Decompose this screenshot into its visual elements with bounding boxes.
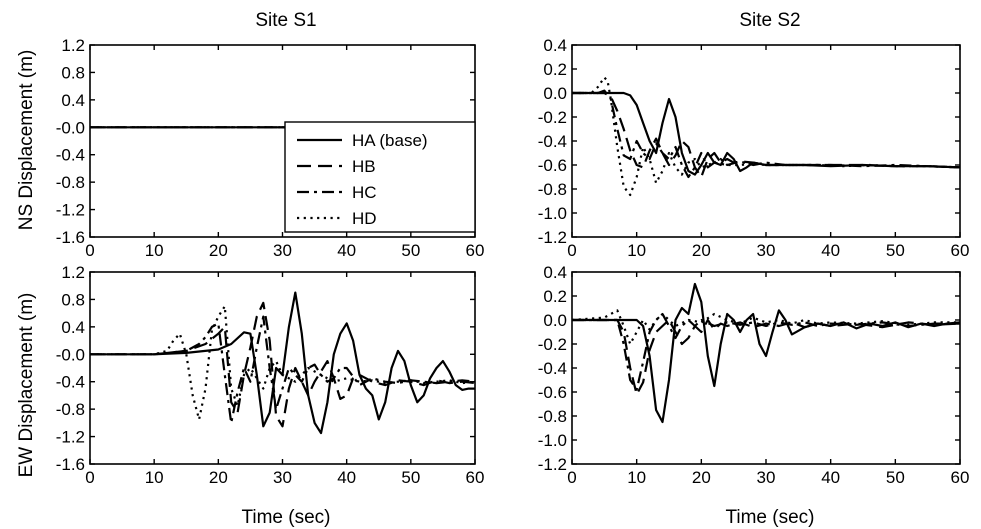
legend: HA (base) HB HC HD	[284, 121, 476, 233]
x-tick-label: 0	[567, 241, 576, 260]
y-tick-label: -1.6	[56, 228, 85, 247]
x-tick-label: 50	[401, 468, 420, 487]
x-tick-label: 20	[209, 241, 228, 260]
panel-s2-ew: 0 10 20 30 40 50 60 0.4 0.2 0.0 -0.2 -0.4 -0.6 -0.8 -1…	[538, 263, 970, 487]
y-tick-label: -1.2	[538, 228, 567, 247]
y-tick-label: -1.0	[538, 431, 567, 450]
y-tick-label: -0.8	[56, 400, 85, 419]
column-title-s2: Site S2	[739, 10, 800, 31]
y-tick-label: -1.2	[56, 201, 85, 220]
y-tick-label: -1.0	[538, 204, 567, 223]
x-tick-label: 50	[886, 468, 905, 487]
y-tick-label: -0.4	[538, 359, 567, 378]
y-tick-label: -0.2	[538, 108, 567, 127]
series-line-hc	[572, 312, 960, 391]
series-line-hb	[90, 301, 475, 428]
y-tick-label: 0.4	[61, 91, 85, 110]
x-tick-label: 30	[273, 241, 292, 260]
series-line-hd	[90, 305, 475, 421]
x-tick-label: 60	[951, 241, 970, 260]
x-tick-label: 10	[145, 241, 164, 260]
y-tick-label: -0.6	[538, 383, 567, 402]
y-tick-label: 0.4	[543, 263, 567, 282]
x-tick-label: 30	[273, 468, 292, 487]
x-tick-label: 50	[886, 241, 905, 260]
y-tick-label: -1.2	[538, 455, 567, 474]
xlabel-s2: Time (sec)	[725, 507, 814, 528]
y-tick-label: 0.2	[543, 60, 567, 79]
x-tick-label: 0	[85, 468, 94, 487]
y-tick-label: -0.0	[56, 118, 85, 137]
x-tick-label: 0	[567, 468, 576, 487]
x-tick-label: 40	[821, 241, 840, 260]
ylabel-ns: NS Displacement (m)	[16, 50, 37, 231]
x-tick-label: 20	[692, 468, 711, 487]
x-tick-label: 10	[627, 468, 646, 487]
x-tick-label: 30	[757, 241, 776, 260]
series-line-hd	[572, 309, 960, 346]
x-tick-label: 40	[337, 468, 356, 487]
series-line-ha-base	[572, 91, 960, 176]
y-tick-label: 1.2	[61, 36, 85, 55]
legend-label: HA (base)	[352, 131, 428, 150]
x-tick-label: 10	[627, 241, 646, 260]
xlabel-s1: Time (sec)	[241, 507, 330, 528]
y-tick-label: -0.4	[56, 373, 85, 392]
y-tick-label: 0.2	[543, 287, 567, 306]
legend-label: HD	[352, 209, 377, 228]
x-tick-label: 60	[466, 241, 485, 260]
y-tick-label: -0.2	[538, 335, 567, 354]
x-tick-label: 20	[692, 241, 711, 260]
column-title-s1: Site S1	[255, 10, 316, 31]
x-tick-label: 40	[821, 468, 840, 487]
series-line-hc	[572, 89, 960, 179]
legend-label: HB	[352, 157, 376, 176]
y-tick-label: 0.8	[61, 290, 85, 309]
x-tick-label: 0	[85, 241, 94, 260]
y-tick-label: 0.4	[61, 318, 85, 337]
y-tick-label: -1.2	[56, 428, 85, 447]
series-line-hb	[572, 91, 960, 179]
y-tick-label: -0.8	[538, 407, 567, 426]
y-tick-label: 0.8	[61, 63, 85, 82]
x-tick-label: 30	[757, 468, 776, 487]
x-tick-label: 60	[951, 468, 970, 487]
panel-s2-ns: 0 10 20 30 40 50 60 0.4 0.2 0.0 -0.2 -0.4 -0.6 -0.8 -1…	[538, 36, 970, 260]
panel-s1-ew: 0 10 20 30 40 50 60 1.2 0.8 0.4 -0.0 -0.4 -0.8 -1.2 -1…	[56, 263, 485, 487]
y-tick-label: -0.0	[56, 345, 85, 364]
y-tick-label: 1.2	[61, 263, 85, 282]
y-tick-label: 0.0	[543, 84, 567, 103]
ylabel-ew: EW Displacement (m)	[16, 293, 37, 478]
series-line-hb	[572, 318, 960, 396]
y-tick-label: -1.6	[56, 455, 85, 474]
y-tick-label: -0.4	[56, 146, 85, 165]
x-tick-label: 20	[209, 468, 228, 487]
x-tick-label: 40	[337, 241, 356, 260]
panel-s1-ns: 0 10 20 30 40 50 60 1.2 0.8 0.4 -0.0 -0.4 -0.8 -1.2 -1…	[56, 36, 485, 260]
series-line-ha-base	[90, 291, 475, 435]
y-tick-label: -0.4	[538, 132, 567, 151]
x-tick-label: 50	[401, 241, 420, 260]
y-tick-label: 0.0	[543, 311, 567, 330]
x-tick-label: 10	[145, 468, 164, 487]
x-tick-label: 60	[466, 468, 485, 487]
y-tick-label: -0.8	[538, 180, 567, 199]
series-line-ha-base	[572, 282, 960, 424]
y-tick-label: -0.8	[56, 173, 85, 192]
y-tick-label: -0.6	[538, 156, 567, 175]
y-tick-label: 0.4	[543, 36, 567, 55]
plot-frame	[571, 44, 961, 238]
legend-label: HC	[352, 183, 377, 202]
